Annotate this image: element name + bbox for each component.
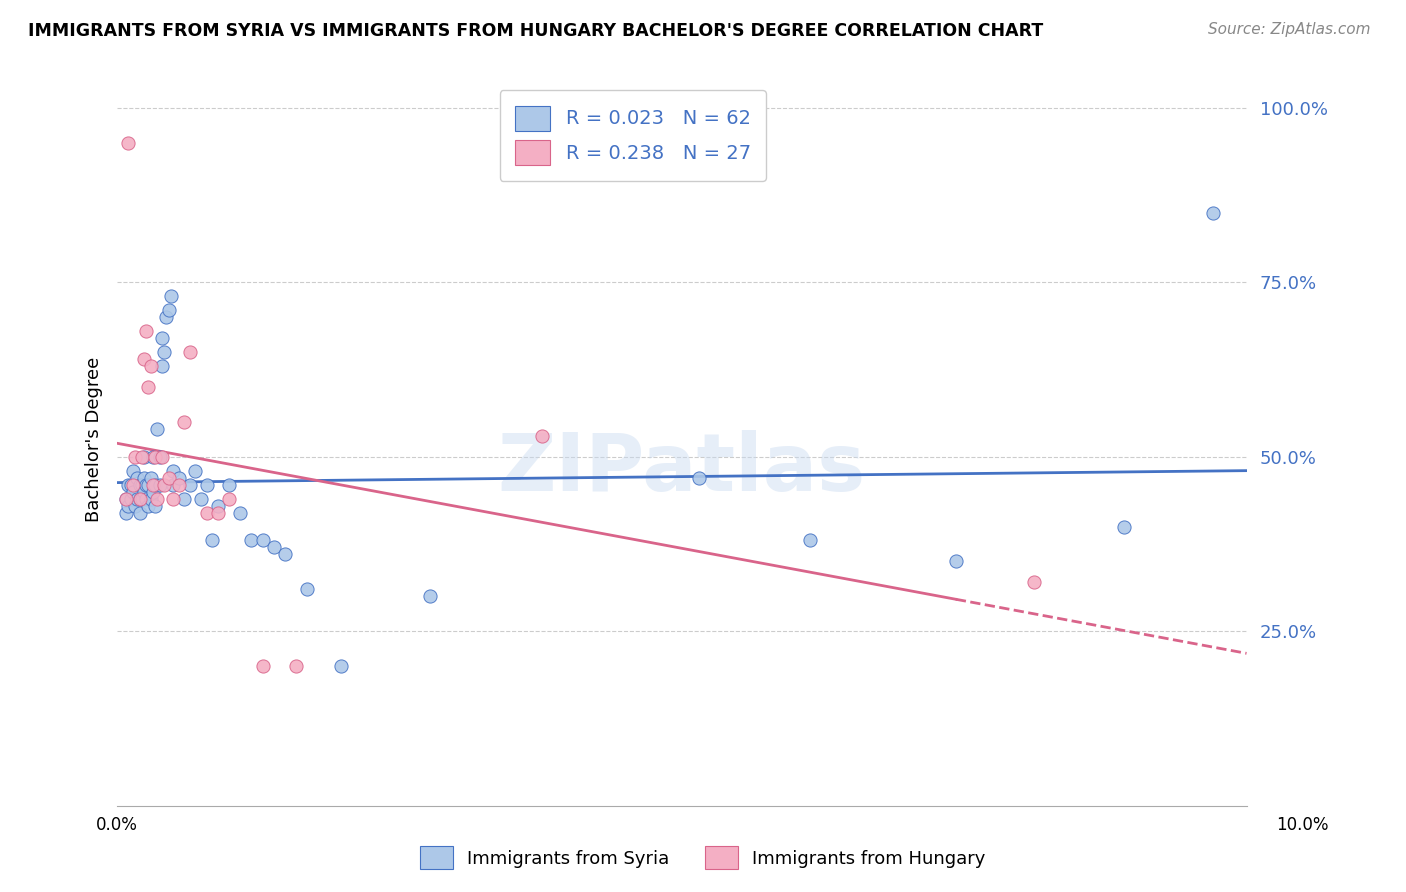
Point: [150, 359, 173, 373]
Text: 10.0%: 10.0%: [1277, 816, 1329, 834]
Text: ZIPatlas: ZIPatlas: [498, 430, 866, 508]
Point: [132, 484, 155, 499]
Point: [688, 471, 710, 485]
Text: 0.0%: 0.0%: [96, 816, 138, 834]
Point: [121, 477, 143, 491]
Point: [945, 554, 967, 568]
Point: [173, 415, 195, 429]
Point: [143, 499, 166, 513]
Point: [153, 477, 176, 491]
Point: [135, 491, 157, 506]
Point: [128, 491, 150, 506]
Point: [135, 324, 157, 338]
Point: [132, 352, 155, 367]
Point: [155, 310, 177, 325]
Point: [252, 659, 274, 673]
Point: [173, 491, 195, 506]
Point: [138, 499, 160, 513]
Point: [218, 491, 240, 506]
Point: [162, 477, 184, 491]
Point: [117, 136, 139, 150]
Point: [143, 477, 166, 491]
Point: [162, 491, 184, 506]
Point: [179, 345, 201, 359]
Point: [138, 477, 160, 491]
Point: [138, 380, 160, 394]
Point: [179, 477, 201, 491]
Point: [419, 590, 441, 604]
Point: [167, 471, 190, 485]
Point: [149, 477, 172, 491]
Point: [274, 548, 297, 562]
Point: [1112, 519, 1135, 533]
Point: [153, 345, 176, 359]
Point: [132, 450, 155, 464]
Point: [162, 464, 184, 478]
Point: [150, 331, 173, 345]
Point: [124, 499, 146, 513]
Point: [142, 450, 165, 464]
Point: [121, 484, 143, 499]
Point: [142, 477, 165, 491]
Point: [127, 471, 149, 485]
Text: Source: ZipAtlas.com: Source: ZipAtlas.com: [1208, 22, 1371, 37]
Point: [121, 464, 143, 478]
Point: [252, 533, 274, 548]
Point: [207, 499, 229, 513]
Point: [132, 471, 155, 485]
Point: [120, 477, 142, 491]
Point: [207, 506, 229, 520]
Point: [150, 450, 173, 464]
Point: [218, 477, 240, 491]
Point: [146, 491, 169, 506]
Point: [117, 499, 139, 513]
Point: [263, 541, 285, 555]
Point: [167, 477, 190, 491]
Point: [128, 506, 150, 520]
Point: [139, 491, 162, 506]
Point: [143, 450, 166, 464]
Point: [131, 491, 153, 506]
Point: [1022, 575, 1045, 590]
Point: [229, 506, 252, 520]
Point: [160, 289, 183, 303]
Legend: Immigrants from Syria, Immigrants from Hungary: Immigrants from Syria, Immigrants from H…: [411, 838, 995, 879]
Point: [184, 464, 207, 478]
Point: [149, 450, 172, 464]
Point: [142, 484, 165, 499]
Y-axis label: Bachelor's Degree: Bachelor's Degree: [86, 357, 103, 522]
Point: [190, 491, 212, 506]
Point: [135, 477, 157, 491]
Legend: R = 0.023   N = 62, R = 0.238   N = 27: R = 0.023 N = 62, R = 0.238 N = 27: [499, 90, 766, 181]
Point: [201, 533, 224, 548]
Point: [297, 582, 319, 597]
Point: [131, 477, 153, 491]
Point: [285, 659, 308, 673]
Point: [124, 450, 146, 464]
Point: [157, 471, 180, 485]
Point: [531, 429, 554, 443]
Point: [128, 491, 150, 506]
Point: [240, 533, 263, 548]
Point: [195, 506, 218, 520]
Point: [131, 450, 153, 464]
Point: [120, 491, 142, 506]
Point: [128, 477, 150, 491]
Point: [139, 471, 162, 485]
Point: [115, 506, 138, 520]
Text: IMMIGRANTS FROM SYRIA VS IMMIGRANTS FROM HUNGARY BACHELOR'S DEGREE CORRELATION C: IMMIGRANTS FROM SYRIA VS IMMIGRANTS FROM…: [28, 22, 1043, 40]
Point: [329, 659, 352, 673]
Point: [195, 477, 218, 491]
Point: [799, 533, 821, 548]
Point: [115, 491, 138, 506]
Point: [1202, 205, 1225, 219]
Point: [117, 477, 139, 491]
Point: [115, 491, 138, 506]
Point: [139, 359, 162, 373]
Point: [127, 491, 149, 506]
Point: [157, 303, 180, 318]
Point: [146, 422, 169, 436]
